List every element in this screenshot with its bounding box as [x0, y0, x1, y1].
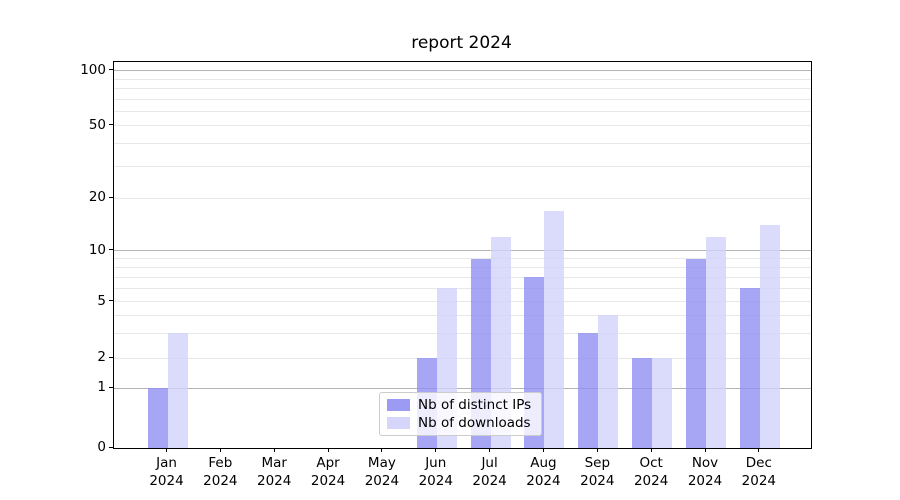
plot-area [113, 61, 812, 449]
legend-swatch-distinct-ips [387, 399, 410, 411]
y-tick-label-10: 10 [88, 241, 106, 258]
x-tick-label-jul: Jul 2024 [472, 455, 507, 489]
y-tick-label-5: 5 [97, 292, 106, 309]
gridline-minor-50 [114, 125, 811, 127]
x-tick-label-oct: Oct 2024 [633, 455, 669, 489]
gridline-minor-2 [114, 357, 811, 359]
x-tick-mark-mar [273, 448, 275, 452]
bar-nb-of-downloads-sep [598, 315, 619, 448]
gridline-minor-8 [114, 266, 811, 268]
gridline-major-10 [114, 250, 811, 252]
gridline-minor-70 [114, 98, 811, 100]
x-tick-label-sep: Sep 2024 [580, 455, 615, 489]
x-tick-label-mar: Mar 2024 [257, 455, 292, 489]
gridline-minor-40 [114, 143, 811, 145]
gridline-minor-5 [114, 301, 811, 303]
gridline-major-1 [114, 387, 811, 389]
bar-nb-of-downloads-dec [759, 225, 780, 448]
x-tick-label-feb: Feb 2024 [203, 455, 238, 489]
y-tick-mark-2 [109, 356, 113, 358]
x-tick-mark-feb [219, 448, 221, 452]
x-tick-mark-jun [435, 448, 437, 452]
y-tick-mark-0 [109, 446, 113, 448]
legend-item-downloads: Nb of downloads [387, 415, 533, 431]
x-tick-label-jun: Jun 2024 [418, 455, 453, 489]
bar-nb-of-downloads-oct [652, 358, 673, 448]
gridline-minor-6 [114, 287, 811, 289]
y-tick-label-100: 100 [80, 61, 106, 78]
y-tick-mark-5 [109, 300, 113, 302]
legend-label-downloads: Nb of downloads [418, 415, 531, 431]
x-tick-label-dec: Dec 2024 [741, 455, 777, 489]
gridline-major-100 [114, 70, 811, 72]
gridline-minor-9 [114, 258, 811, 260]
gridline-minor-20 [114, 197, 811, 199]
y-tick-mark-50 [109, 124, 113, 126]
gridline-minor-80 [114, 88, 811, 90]
y-tick-label-50: 50 [88, 116, 106, 133]
x-tick-mark-sep [596, 448, 598, 452]
gridline-minor-3 [114, 332, 811, 334]
x-tick-mark-may [381, 448, 383, 452]
y-tick-label-20: 20 [88, 189, 106, 206]
y-tick-mark-100 [109, 69, 113, 71]
legend-swatch-downloads [387, 417, 410, 429]
gridline-minor-4 [114, 314, 811, 316]
y-tick-mark-1 [109, 386, 113, 388]
y-tick-label-1: 1 [97, 379, 106, 396]
bar-nb-of-downloads-aug [544, 210, 565, 448]
legend: Nb of distinct IPs Nb of downloads [379, 392, 542, 436]
gridline-minor-90 [114, 78, 811, 80]
gridline-minor-60 [114, 111, 811, 113]
y-tick-mark-10 [109, 249, 113, 251]
x-tick-mark-apr [327, 448, 329, 452]
x-tick-mark-jan [166, 448, 167, 452]
x-tick-mark-dec [758, 448, 760, 452]
legend-label-distinct-ips: Nb of distinct IPs [418, 397, 532, 413]
bar-nb-of-downloads-jan [167, 333, 188, 448]
y-tick-label-0: 0 [97, 439, 106, 455]
x-tick-mark-nov [704, 448, 706, 452]
x-tick-label-apr: Apr 2024 [310, 455, 346, 489]
bar-nb-of-distinct-ips-oct [632, 358, 653, 448]
x-tick-label-nov: Nov 2024 [687, 455, 723, 489]
x-tick-label-jan: Jan 2024 [149, 455, 184, 489]
x-tick-mark-jul [489, 448, 491, 452]
x-tick-label-may: May 2024 [364, 455, 400, 489]
bar-nb-of-distinct-ips-sep [578, 333, 599, 448]
y-tick-label-2: 2 [97, 349, 106, 366]
bar-nb-of-downloads-nov [706, 237, 726, 448]
x-tick-mark-aug [542, 448, 544, 452]
bar-nb-of-distinct-ips-nov [686, 258, 706, 448]
x-tick-label-aug: Aug 2024 [526, 455, 561, 489]
y-tick-mark-20 [109, 196, 113, 198]
chart-title: report 2024 [411, 33, 512, 53]
bar-nb-of-distinct-ips-jan [147, 388, 168, 448]
gridline-minor-7 [114, 276, 811, 278]
gridline-minor-30 [114, 165, 811, 167]
bar-nb-of-distinct-ips-dec [739, 288, 760, 448]
x-tick-mark-oct [650, 448, 652, 452]
legend-item-distinct-ips: Nb of distinct IPs [387, 397, 533, 413]
